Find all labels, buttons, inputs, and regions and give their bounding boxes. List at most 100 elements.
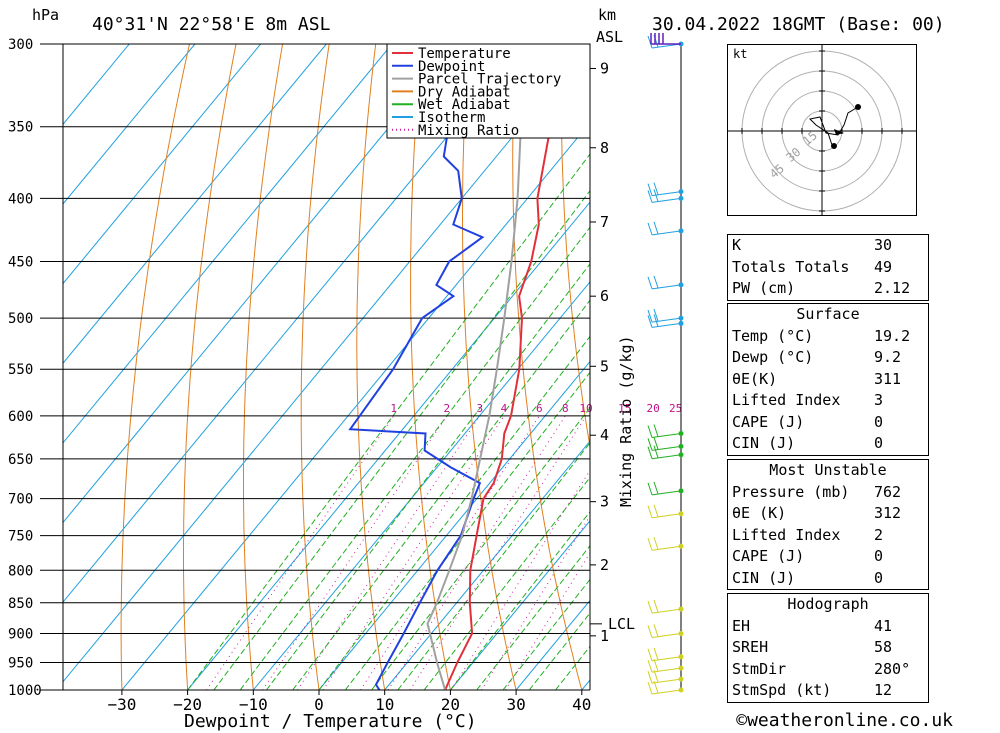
dry-adiabat-line	[183, 44, 237, 690]
index-label: StmSpd (kt)	[732, 681, 832, 699]
pressure-tick-label: 900	[8, 626, 33, 642]
pressure-tick-label: 750	[8, 529, 33, 545]
index-label: CIN (J)	[732, 434, 796, 452]
index-value: 30	[874, 236, 893, 254]
index-value: 49	[874, 257, 893, 276]
dry-adiabat-line	[120, 44, 190, 690]
index-value: 2.12	[874, 279, 911, 297]
isotherm-line	[63, 44, 524, 603]
wet-adiabat-line	[239, 226, 590, 690]
pressure-tick-label: 500	[8, 311, 33, 327]
wind-barb	[647, 670, 682, 684]
mixing-ratio-label: 15	[618, 402, 631, 415]
pressure-tick-label: 1000	[8, 683, 42, 699]
index-label: CIN (J)	[732, 568, 796, 587]
indices-top-table: K 30 Totals Totals 49 PW (cm) 2.12	[727, 234, 929, 301]
isotherm-line	[63, 44, 393, 444]
pressure-tick-label: 600	[8, 409, 33, 425]
index-label: θE(K)	[732, 369, 778, 388]
index-tt-row: Totals Totals 49	[728, 257, 928, 279]
wet-adiabat-line	[450, 510, 590, 690]
height-tick-label: 5	[600, 357, 609, 375]
wind-barb	[647, 624, 682, 638]
dry-adiabat-line	[243, 44, 284, 690]
index-value: 762	[874, 482, 902, 501]
isotherm-line	[121, 121, 590, 690]
isotherm-line	[63, 44, 459, 524]
index-value: 311	[874, 369, 902, 388]
surface-row: Lifted Index 3	[728, 390, 928, 412]
height-tick-label: 7	[600, 213, 609, 231]
x-tick-label: 20	[441, 695, 460, 714]
wet-adiabat-line	[292, 299, 590, 690]
location-title: 40°31'N 22°58'E 8m ASL	[92, 14, 331, 35]
wind-barb	[647, 504, 682, 519]
height-tick-label: 3	[600, 493, 609, 511]
index-value: 280°	[874, 659, 911, 678]
most-unstable-row: Lifted Index 2	[728, 525, 928, 547]
most-unstable-row: CIN (J) 0	[728, 568, 928, 590]
pressure-tick-label: 350	[8, 120, 33, 136]
wet-adiabat-line	[502, 578, 590, 690]
mixing-ratio-label: 8	[562, 402, 569, 415]
index-value: 41	[874, 616, 893, 635]
dry-adiabat-line	[981, 44, 1000, 690]
mixing-ratio-axis-label: Mixing Ratio (g/kg)	[617, 335, 635, 507]
pressure-unit-label: hPa	[32, 6, 59, 24]
mixing-ratio-line	[322, 415, 505, 690]
wind-barb-top	[650, 33, 681, 45]
index-label: Dewp (°C)	[732, 348, 814, 366]
legend-label: Parcel Trajectory	[418, 72, 561, 88]
isotherm-line	[63, 44, 590, 683]
isotherm-line	[318, 360, 590, 690]
x-tick-label: −30	[107, 695, 136, 714]
height-tick-label: 1	[600, 627, 609, 645]
legend-label: Mixing Ratio	[418, 123, 519, 139]
index-value: 0	[874, 412, 884, 431]
wind-barb	[647, 437, 682, 451]
x-tick-label: −10	[239, 695, 268, 714]
isotherm-line	[63, 44, 327, 364]
hodograph-trace	[808, 106, 859, 146]
wind-barb	[647, 658, 682, 673]
index-value: 12	[874, 681, 893, 699]
legend-label: Isotherm	[418, 110, 485, 126]
isotherm-line	[384, 440, 590, 690]
wind-barb	[647, 34, 682, 49]
index-value: 58	[874, 638, 893, 656]
mixing-ratio-label: 3	[476, 402, 483, 415]
hodograph-row: SREH 58	[728, 637, 928, 659]
index-value: 0	[874, 434, 884, 452]
isotherm-line	[63, 44, 196, 205]
mixing-ratio-label: 10	[579, 402, 592, 415]
lcl-label: LCL	[608, 615, 635, 633]
index-label: Totals Totals	[732, 257, 850, 276]
footer-credit[interactable]: ©weatheronline.co.uk	[736, 710, 953, 731]
x-tick-label: 30	[506, 695, 525, 714]
surface-row: CIN (J) 0	[728, 433, 928, 455]
x-tick-label: −20	[173, 695, 202, 714]
surface-title: Surface	[796, 305, 860, 323]
series-dewpoint	[348, 44, 485, 690]
height-tick-label: 4	[600, 426, 609, 444]
pressure-tick-label: 950	[8, 655, 33, 671]
hodograph-ring-label: 30	[783, 145, 803, 165]
height-unit-label-asl: ASL	[596, 28, 623, 46]
index-value: 3	[874, 391, 884, 409]
index-pw-row: PW (cm) 2.12	[728, 278, 928, 300]
wind-barb	[647, 182, 682, 197]
wind-barb	[647, 221, 682, 236]
surface-row: Dewp (°C) 9.2	[728, 347, 928, 369]
legend-box	[386, 43, 591, 139]
hodograph-storm-motion	[834, 129, 844, 135]
index-label: θE (K)	[732, 504, 787, 522]
mixing-ratio-label: 4	[501, 402, 508, 415]
mixing-ratio-label: 2	[444, 402, 451, 415]
most-unstable-row: CAPE (J) 0	[728, 546, 928, 568]
index-value: 2	[874, 525, 884, 544]
height-tick-label: 9	[600, 59, 609, 77]
x-tick-label: 0	[314, 695, 324, 714]
hodograph-table: Hodograph EH 41 SREH 58 StmDir 280° StmSpd …	[727, 593, 929, 703]
mixing-ratio-line	[387, 415, 566, 690]
